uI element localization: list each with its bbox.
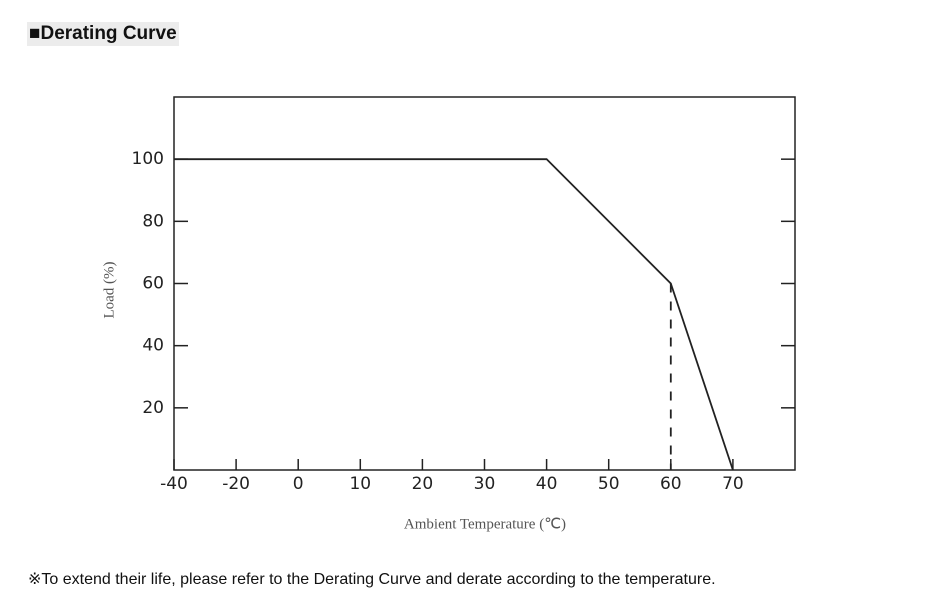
y-axis-label: Load (%) [101,261,117,318]
x-tick-label: -20 [222,474,250,494]
section-title: ■Derating Curve [27,22,179,46]
plot-frame [173,96,796,471]
y-tick-label: 100 [132,149,164,169]
x-tick-label: 20 [412,474,434,494]
x-axis-label: Ambient Temperature (℃) [404,516,566,532]
y-tick-label: 80 [142,211,164,231]
x-tick-label: 50 [598,474,620,494]
derating-line [174,158,734,471]
x-tick-label: 40 [536,474,558,494]
footnote: ※To extend their life, please refer to t… [28,571,716,588]
x-tick-label: 30 [474,474,496,494]
x-tick-label: 60 [660,474,682,494]
x-tick-label: -40 [160,474,188,494]
y-tick-label: 20 [142,398,164,418]
x-tick-label: 70 [722,474,744,494]
chart: Ambient Temperature (℃) Load (%) 20 40 60 8… [101,96,796,532]
y-tick-label: 40 [142,336,164,356]
x-tick-label: 10 [349,474,371,494]
x-tick-label: 0 [293,474,304,494]
y-tick-label: 60 [142,274,164,294]
